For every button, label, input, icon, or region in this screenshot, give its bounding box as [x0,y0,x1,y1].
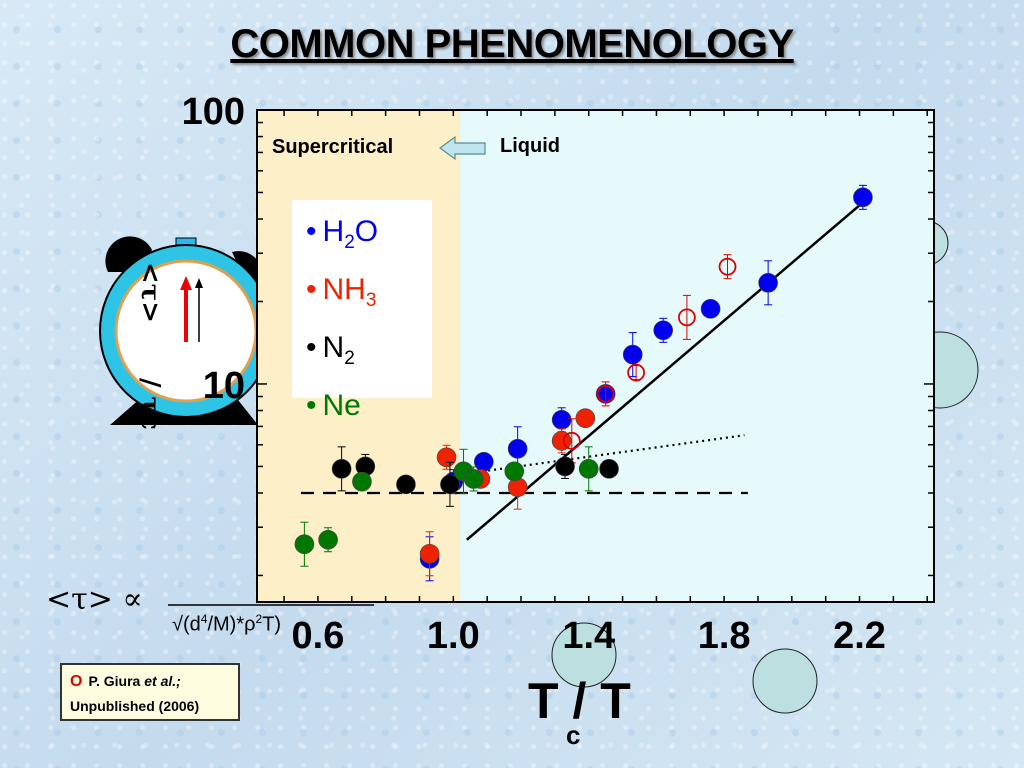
x-axis-label-sub: c [566,720,581,750]
region-label-liquid: Liquid [500,135,560,157]
plot-frame [256,109,935,603]
data-point-open [627,363,646,382]
legend-bullet: • [306,273,317,306]
slide-title: COMMON PHENOMENOLOGY [230,22,794,66]
data-point [555,456,575,477]
legend-text: Ne [322,389,361,422]
legend-item-ne: • Ne [306,382,432,429]
formula-part: T) [262,613,282,636]
data-point [622,344,643,365]
fit-line-solid [466,201,864,541]
legend-item-nh3: • NH3 [306,266,432,324]
bubble-decoration [752,648,818,714]
legend-bullet: • [306,331,317,364]
legend-item-n2: • N2 [306,324,432,382]
legend-sub: 2 [344,232,355,253]
x-tick-label: 2.2 [833,615,886,657]
data-point [853,187,873,208]
fraction-bar [168,604,374,606]
citation-author: P. Giura [88,673,141,689]
legend-bullet: • [306,389,317,422]
data-point-open [562,431,581,450]
fit-line-dotted [446,434,745,478]
clock-label-bottom: / τc [135,378,165,430]
formula-part: /M)*ρ [207,613,256,636]
data-point [294,534,315,555]
data-point [653,320,674,341]
data-point [331,459,352,479]
legend-sub: 3 [365,290,377,311]
citation-line-1: O P. Giura et al.; [70,669,238,694]
data-point [318,529,338,550]
region-label-supercritical: Supercritical [272,136,394,158]
region-liquid [460,110,934,602]
clock-label-top: <τ> [135,262,165,323]
formula-denominator: √(d4/M)*ρ2T) [172,612,281,637]
data-point-open [677,308,696,327]
citation-note: Unpublished (2006) [70,698,200,714]
data-point-open [596,384,615,403]
arrow-icon [438,135,486,161]
formula-sup: 4 [200,612,208,626]
formula-part: √(d [172,613,201,636]
x-tick-label: 1.4 [562,615,615,657]
data-point [396,474,416,495]
citation-box: O P. Giura et al.; Unpublished (2006) [60,663,240,721]
data-point-open [718,257,737,276]
data-point [599,459,619,479]
y-tick-label: 10 [203,365,245,407]
citation-marker: O [70,673,83,690]
data-point [436,447,457,468]
data-point [507,438,528,459]
data-point [473,451,494,472]
data-point [440,474,460,495]
data-point [463,469,484,489]
data-point [700,299,721,319]
y-tick-label: 100 [182,91,245,133]
x-tick-label: 1.0 [427,615,480,657]
bubble-decoration [551,622,617,688]
legend-bullet: • [306,215,317,248]
alarm-clock-icon [99,236,273,425]
legend-text-rest: O [354,215,379,248]
legend: • H2O • NH3 • N2 • Ne [292,200,432,422]
data-point [419,543,440,564]
legend-text: N [322,331,345,364]
citation-etal: et al.; [144,673,181,689]
legend-sub: 2 [344,348,355,369]
legend-text: NH [322,273,366,306]
data-point [758,273,778,293]
x-tick-label: 1.8 [698,615,751,657]
x-tick-label: 0.6 [292,615,345,657]
x-axis-label: T / T [528,672,631,730]
data-point [504,461,525,482]
data-point [352,471,372,492]
x-axis-label-main: T [528,673,559,729]
formula-sup: 2 [255,612,263,626]
legend-text: H [322,215,345,248]
formula-numerator: <τ> ∝ [46,582,143,617]
data-point [578,459,599,479]
data-point [575,408,596,428]
legend-item-h2o: • H2O [306,208,432,266]
data-point [551,409,572,430]
x-axis-label-suffix: / T [558,673,631,729]
